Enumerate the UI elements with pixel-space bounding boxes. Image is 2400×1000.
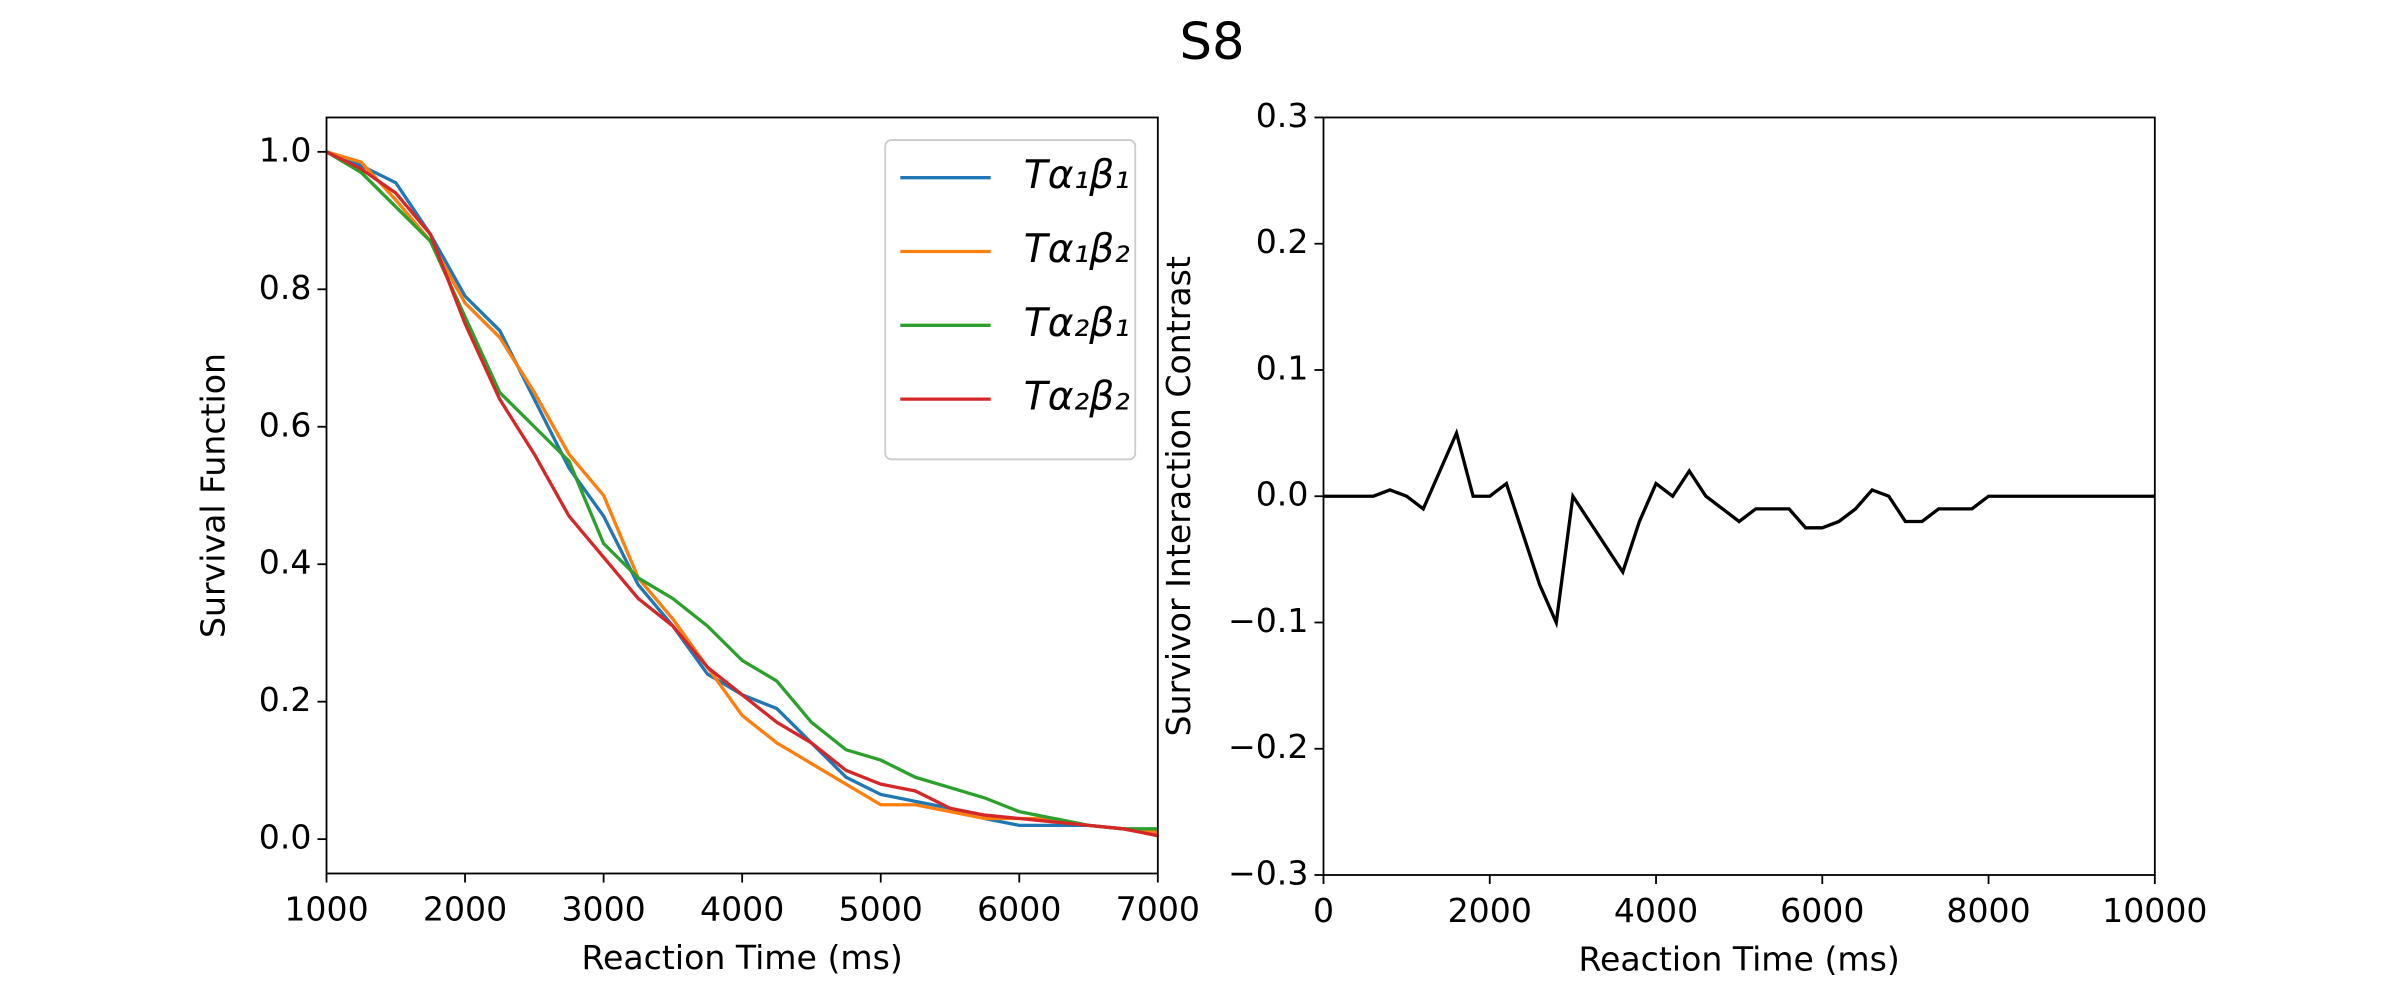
series-line	[326, 150, 1158, 831]
y-tick-label: 0.3	[1256, 96, 1309, 135]
x-axis-label: Reaction Time (ms)	[581, 938, 902, 977]
y-tick-label: 0.2	[259, 680, 312, 719]
y-tick-label: 0.0	[259, 818, 312, 857]
x-tick-label: 4000	[1614, 891, 1698, 930]
x-tick-label: 6000	[977, 890, 1061, 929]
legend-box	[884, 139, 1137, 461]
x-tick-label: 2000	[1448, 891, 1532, 930]
legend-label: Tα₂β₂	[1024, 375, 1130, 420]
figure-title: S8	[1180, 12, 1245, 72]
y-tick-label: 0.2	[1256, 222, 1309, 261]
x-tick-label: 10000	[2102, 891, 2207, 930]
x-tick-label: 2000	[423, 890, 507, 929]
y-tick-label: −0.1	[1228, 601, 1308, 640]
series-line	[326, 150, 1158, 838]
y-axis-label: Survival Function	[194, 353, 233, 638]
plot-frame	[325, 116, 1159, 875]
x-tick-label: 6000	[1780, 891, 1864, 930]
x-tick-label: 8000	[1946, 891, 2030, 930]
series-line	[1323, 428, 2155, 629]
x-tick-label: 0	[1313, 891, 1334, 930]
y-tick-label: 0.4	[259, 543, 312, 582]
legend-label: Tα₁β₁	[1024, 153, 1130, 198]
y-axis-label: Survivor Interaction Contrast	[1159, 256, 1198, 736]
x-tick-label: 5000	[839, 890, 923, 929]
x-tick-label: 7000	[1116, 890, 1200, 929]
y-tick-label: 0.8	[259, 268, 312, 307]
x-tick-label: 1000	[284, 890, 368, 929]
y-tick-label: 0.0	[1256, 475, 1309, 514]
legend-label: Tα₁β₂	[1024, 227, 1130, 272]
legend-label: Tα₂β₁	[1024, 301, 1130, 346]
x-tick-label: 3000	[561, 890, 645, 929]
plot-frame	[1322, 116, 2156, 876]
y-tick-label: 0.1	[1256, 348, 1309, 387]
y-tick-label: 0.6	[259, 405, 312, 444]
y-tick-label: 1.0	[259, 130, 312, 169]
x-axis-label: Reaction Time (ms)	[1578, 939, 1899, 978]
x-tick-label: 4000	[700, 890, 784, 929]
y-tick-label: −0.2	[1228, 727, 1308, 766]
y-tick-label: −0.3	[1228, 854, 1308, 893]
